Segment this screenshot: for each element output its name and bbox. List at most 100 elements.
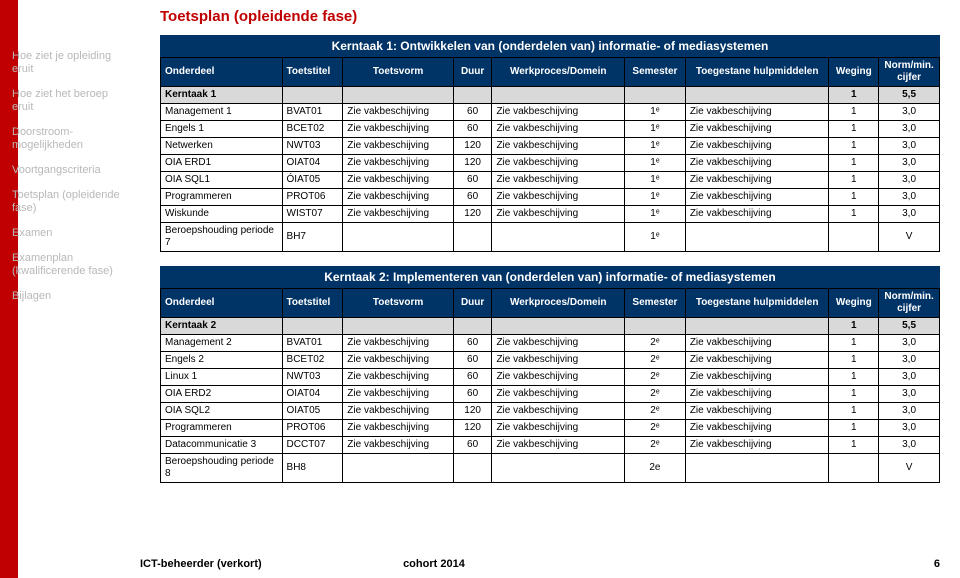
cell: Zie vakbeschijving xyxy=(492,420,625,437)
cell: OIAT04 xyxy=(282,386,343,403)
cell: 2ᵉ xyxy=(625,403,686,420)
cell: Linux 1 xyxy=(161,369,283,386)
cell: Engels 2 xyxy=(161,352,283,369)
cell: OIA ERD2 xyxy=(161,386,283,403)
cell: Zie vakbeschijving xyxy=(343,138,453,155)
cell: Zie vakbeschijving xyxy=(343,121,453,138)
cell xyxy=(685,87,829,104)
cell: Zie vakbeschijving xyxy=(685,369,829,386)
cell: 3,0 xyxy=(879,352,940,369)
sidebar: Hoe ziet je opleiding eruit Hoe ziet het… xyxy=(0,0,140,578)
cell: Zie vakbeschijving xyxy=(492,437,625,454)
cell: Zie vakbeschijving xyxy=(492,189,625,206)
col-header: Onderdeel xyxy=(161,58,283,87)
cell: 3,0 xyxy=(879,369,940,386)
cell: 60 xyxy=(453,172,492,189)
cell xyxy=(685,454,829,483)
cell: Netwerken xyxy=(161,138,283,155)
cell: 5,5 xyxy=(879,318,940,335)
table-row: OIA SQL1ÓIAT05Zie vakbeschijving60Zie va… xyxy=(161,172,940,189)
col-header: Semester xyxy=(625,58,686,87)
cell: Zie vakbeschijving xyxy=(685,335,829,352)
cell: Zie vakbeschijving xyxy=(492,121,625,138)
col-header: Toetstitel xyxy=(282,58,343,87)
cell: OIAT05 xyxy=(282,403,343,420)
cell: 60 xyxy=(453,104,492,121)
col-header: Onderdeel xyxy=(161,289,283,318)
cell: 1 xyxy=(829,437,879,454)
cell xyxy=(492,454,625,483)
cell: 1 xyxy=(829,104,879,121)
cell xyxy=(282,87,343,104)
cell: 1 xyxy=(829,155,879,172)
table-row: Beroepshouding periode 8BH82eV xyxy=(161,454,940,483)
col-header: Duur xyxy=(453,289,492,318)
cell: NWT03 xyxy=(282,138,343,155)
cell: 1 xyxy=(829,121,879,138)
table-row: OIA ERD2OIAT04Zie vakbeschijving60Zie va… xyxy=(161,386,940,403)
cell: 2ᵉ xyxy=(625,437,686,454)
cell: NWT03 xyxy=(282,369,343,386)
cell: Zie vakbeschijving xyxy=(685,155,829,172)
cell: Programmeren xyxy=(161,420,283,437)
cell: PROT06 xyxy=(282,420,343,437)
cell xyxy=(625,318,686,335)
cell: 1ᵉ xyxy=(625,223,686,252)
cell: Zie vakbeschijving xyxy=(685,206,829,223)
table-row: Engels 2BCET02Zie vakbeschijving60Zie va… xyxy=(161,352,940,369)
sidebar-item: Examenplan (kwalificerende fase) xyxy=(12,252,132,278)
table-row: Management 2BVAT01Zie vakbeschijving60Zi… xyxy=(161,335,940,352)
cell: BCET02 xyxy=(282,121,343,138)
cell: Zie vakbeschijving xyxy=(492,369,625,386)
cell: V xyxy=(879,223,940,252)
cell: 60 xyxy=(453,189,492,206)
cell: Zie vakbeschijving xyxy=(492,403,625,420)
kerntaak2-title: Kerntaak 2: Implementeren van (onderdele… xyxy=(160,266,940,288)
cell: 3,0 xyxy=(879,206,940,223)
cell: Zie vakbeschijving xyxy=(492,155,625,172)
cell: BH8 xyxy=(282,454,343,483)
table-row: OIA SQL2OIAT05Zie vakbeschijving120Zie v… xyxy=(161,403,940,420)
cell: ÓIAT05 xyxy=(282,172,343,189)
cell: 3,0 xyxy=(879,386,940,403)
cell: 1 xyxy=(829,335,879,352)
sidebar-item: Toetsplan (opleidende fase) xyxy=(12,189,132,215)
footer-page: 6 xyxy=(934,558,940,570)
kerntaak1-table: OnderdeelToetstitelToetsvormDuurWerkproc… xyxy=(160,57,940,252)
sidebar-item: Doorstroom-mogelijkheden xyxy=(12,126,132,152)
cell: OIAT04 xyxy=(282,155,343,172)
cell: Zie vakbeschijving xyxy=(685,189,829,206)
col-header: Toetstitel xyxy=(282,289,343,318)
kerntaak-row: Kerntaak 115,5 xyxy=(161,87,940,104)
cell: Zie vakbeschijving xyxy=(685,104,829,121)
cell: Kerntaak 2 xyxy=(161,318,283,335)
cell: 120 xyxy=(453,420,492,437)
cell xyxy=(343,454,453,483)
cell: 1ᵉ xyxy=(625,155,686,172)
cell: 1ᵉ xyxy=(625,121,686,138)
cell: OIA SQL1 xyxy=(161,172,283,189)
cell: 1 xyxy=(829,318,879,335)
cell: Zie vakbeschijving xyxy=(685,352,829,369)
cell: 2ᵉ xyxy=(625,420,686,437)
col-header: Werkproces/Domein xyxy=(492,58,625,87)
cell: 3,0 xyxy=(879,155,940,172)
cell: 1ᵉ xyxy=(625,104,686,121)
cell: Zie vakbeschijving xyxy=(492,206,625,223)
cell: 1ᵉ xyxy=(625,172,686,189)
page: Hoe ziet je opleiding eruit Hoe ziet het… xyxy=(0,0,960,578)
cell: 2ᵉ xyxy=(625,369,686,386)
cell: Zie vakbeschijving xyxy=(492,172,625,189)
cell: Zie vakbeschijving xyxy=(492,104,625,121)
cell xyxy=(343,223,453,252)
cell: 3,0 xyxy=(879,437,940,454)
cell: Zie vakbeschijving xyxy=(685,437,829,454)
cell: 2ᵉ xyxy=(625,352,686,369)
cell: 1 xyxy=(829,172,879,189)
sidebar-item: Voortgangscriteria xyxy=(12,164,132,177)
cell: 60 xyxy=(453,369,492,386)
col-header: Werkproces/Domein xyxy=(492,289,625,318)
table-row: OIA ERD1OIAT04Zie vakbeschijving120Zie v… xyxy=(161,155,940,172)
cell: 3,0 xyxy=(879,104,940,121)
cell: BH7 xyxy=(282,223,343,252)
